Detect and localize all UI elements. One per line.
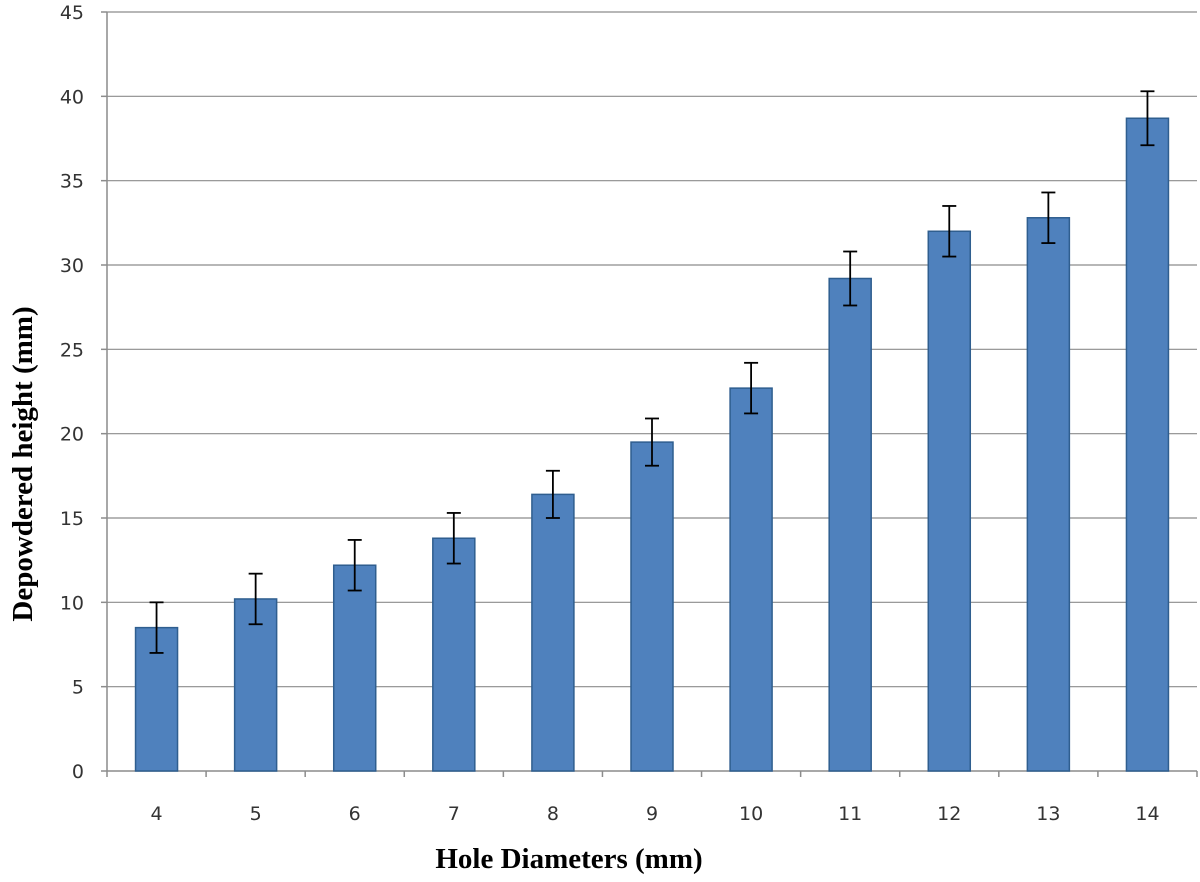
x-tick-label: 10 — [739, 803, 763, 825]
bar — [927, 230, 972, 772]
gridlines — [107, 11, 1197, 688]
y-tick-label: 35 — [60, 171, 84, 193]
bar — [1026, 217, 1071, 772]
y-tick-label: 15 — [60, 508, 84, 530]
x-tick-label: 13 — [1036, 803, 1060, 825]
bar — [134, 626, 179, 772]
x-tick-label: 9 — [646, 803, 658, 825]
x-axis-title: Hole Diameters (mm) — [435, 843, 702, 875]
bar — [729, 387, 773, 772]
bars — [134, 117, 1170, 772]
x-tick-label: 5 — [250, 803, 262, 825]
y-tick-label: 25 — [60, 339, 84, 361]
y-tick-label: 45 — [60, 2, 84, 24]
y-tick-label: 0 — [72, 761, 84, 783]
x-tick-label: 8 — [547, 803, 559, 825]
x-tick-label: 7 — [448, 803, 460, 825]
x-tick-label: 6 — [349, 803, 361, 825]
x-tick-label: 11 — [838, 803, 862, 825]
bar — [630, 441, 674, 772]
bar — [233, 598, 278, 772]
y-tick-label: 20 — [60, 424, 84, 446]
bar — [1125, 117, 1170, 772]
x-tick-label: 12 — [937, 803, 961, 825]
y-axis-title: Depowdered height (mm) — [7, 306, 39, 621]
bar — [531, 493, 575, 772]
bar — [432, 537, 476, 772]
y-tick-label: 5 — [72, 677, 84, 699]
y-tick-label: 30 — [60, 255, 84, 277]
x-tick-label: 14 — [1135, 803, 1159, 825]
bar — [332, 564, 377, 772]
bar — [828, 277, 872, 772]
error-bars — [149, 90, 1155, 654]
y-tick-labels: 0 5 10 15 20 25 30 35 40 45 — [60, 2, 84, 783]
x-tick-label: 4 — [150, 803, 162, 825]
y-tick-label: 10 — [60, 592, 84, 614]
x-tick-labels: 4 5 6 7 8 9 10 11 12 13 14 — [150, 803, 1159, 825]
y-tick-label: 40 — [60, 86, 84, 108]
